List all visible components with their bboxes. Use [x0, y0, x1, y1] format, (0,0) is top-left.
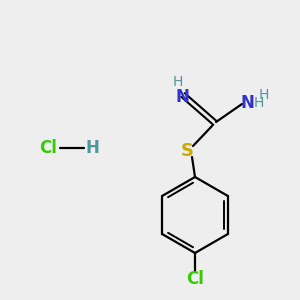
Text: Cl: Cl [186, 270, 204, 288]
Text: N: N [240, 94, 254, 112]
Text: S: S [181, 142, 194, 160]
Text: H: H [254, 96, 264, 110]
Text: N: N [175, 88, 189, 106]
Text: H: H [85, 139, 99, 157]
Text: H: H [173, 75, 183, 89]
Text: Cl: Cl [39, 139, 57, 157]
Text: H: H [259, 88, 269, 102]
